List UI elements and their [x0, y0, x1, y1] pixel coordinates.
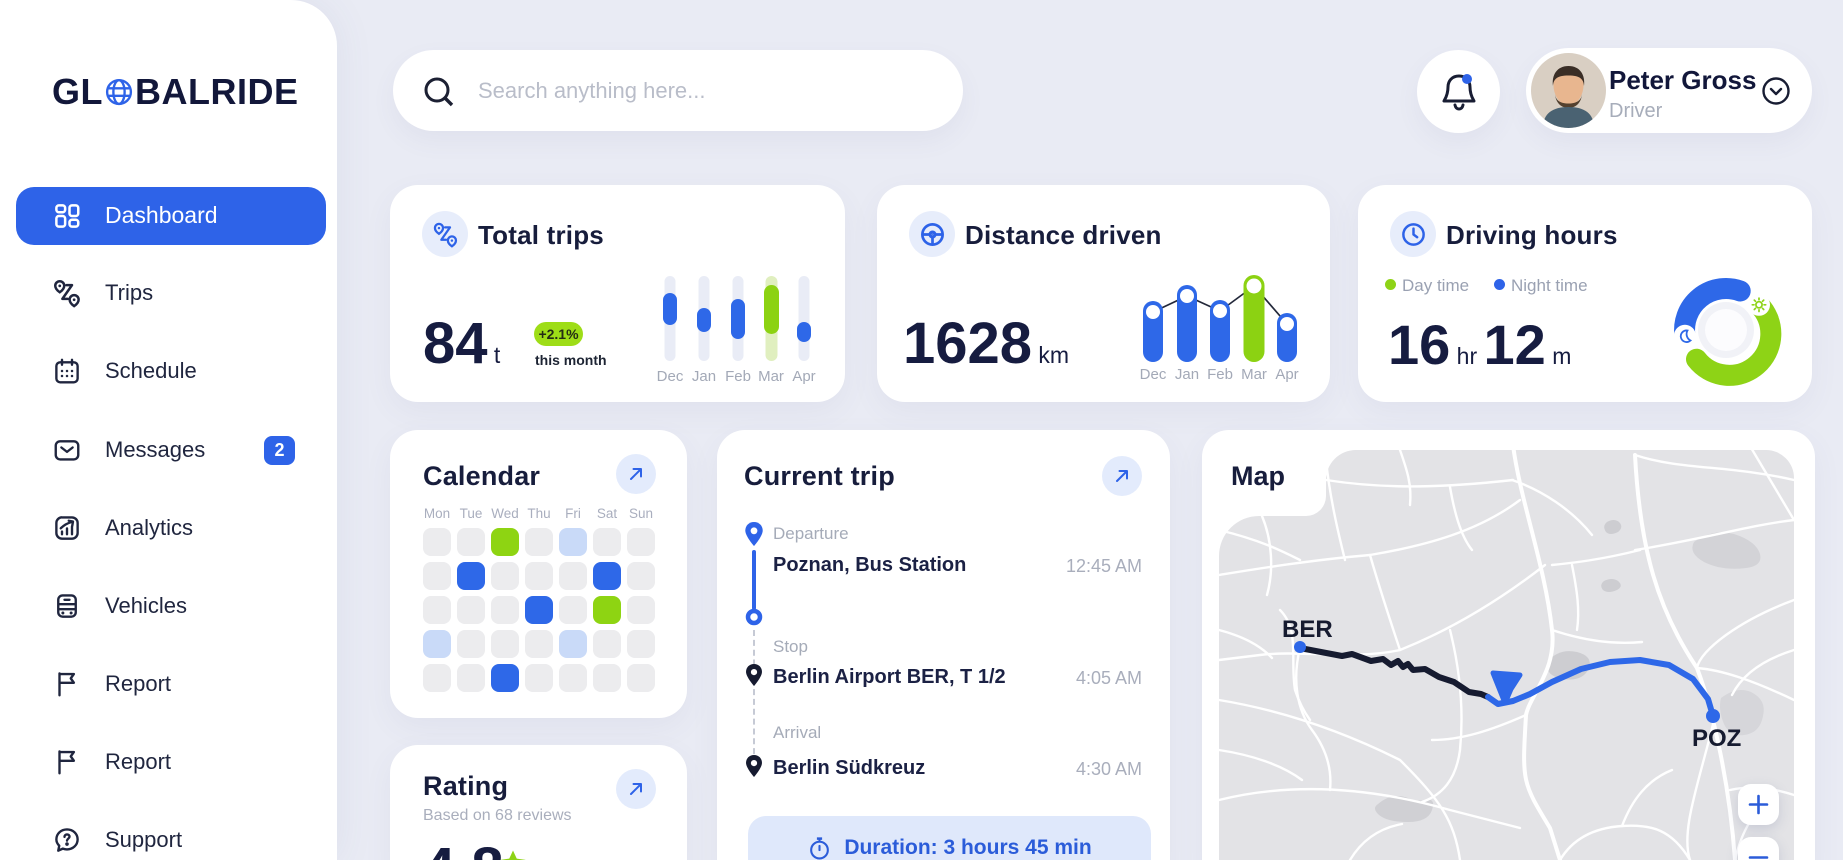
svg-text:Mar: Mar	[1241, 366, 1267, 383]
svg-text:Apr: Apr	[792, 368, 815, 385]
svg-text:Apr: Apr	[1275, 366, 1298, 383]
svg-text:Jan: Jan	[1175, 366, 1199, 383]
svg-text:Dec: Dec	[657, 368, 684, 385]
svg-text:Dec: Dec	[1140, 366, 1167, 383]
svg-text:Feb: Feb	[1207, 366, 1233, 383]
svg-text:POZ: POZ	[1692, 725, 1741, 752]
svg-text:Jan: Jan	[692, 368, 716, 385]
svg-text:Mar: Mar	[758, 368, 784, 385]
svg-text:BER: BER	[1282, 616, 1333, 643]
svg-text:Feb: Feb	[725, 368, 751, 385]
